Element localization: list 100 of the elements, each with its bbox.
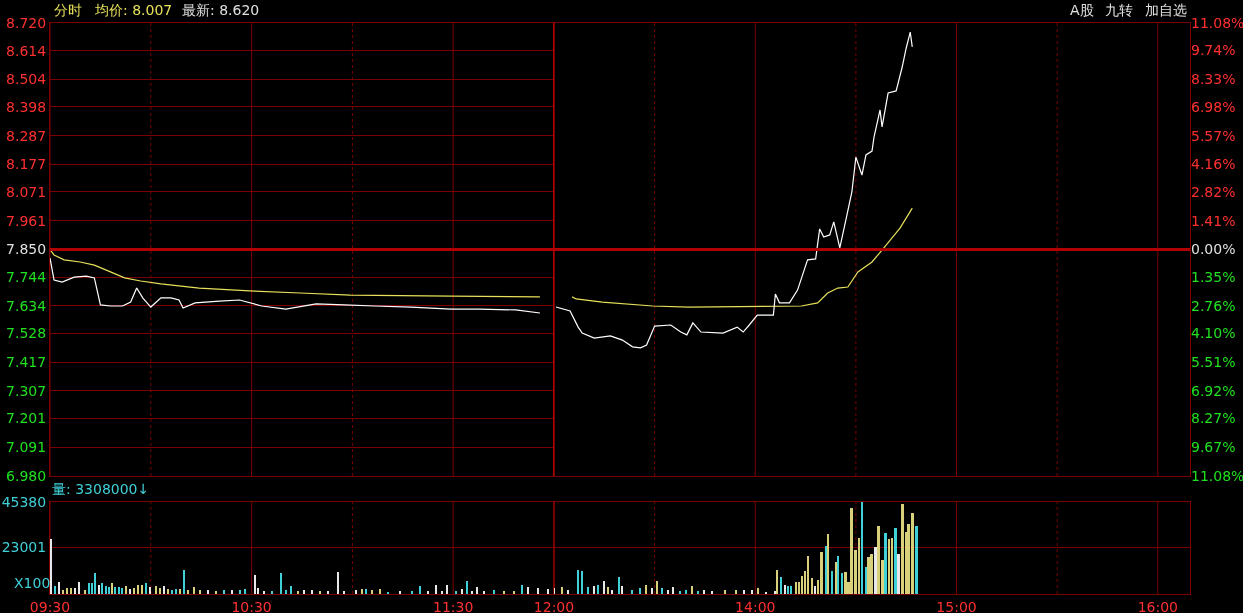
text: 0.00% — [1191, 241, 1236, 258]
bar — [427, 591, 429, 594]
bar — [825, 546, 827, 594]
bar — [603, 581, 605, 594]
x-tick-label: 15:00 — [936, 598, 977, 613]
bar — [244, 589, 246, 594]
bar — [58, 582, 60, 594]
bar — [70, 588, 72, 594]
bar — [118, 587, 120, 594]
bar — [303, 590, 305, 594]
bar — [888, 539, 890, 594]
bar — [171, 590, 173, 594]
bar — [891, 538, 893, 594]
bar — [795, 582, 797, 594]
text: 6.98% — [1191, 98, 1236, 115]
bar — [751, 590, 753, 594]
bar — [493, 590, 495, 594]
bar — [183, 570, 185, 594]
bar — [365, 589, 367, 594]
text: 1.41% — [1191, 212, 1236, 229]
bar — [319, 591, 321, 594]
bar — [521, 585, 523, 594]
bar — [167, 589, 169, 594]
text: 4.10% — [1191, 325, 1236, 342]
y-tick-label: 8.614 — [6, 42, 47, 59]
bar — [483, 591, 485, 594]
text: 8.33% — [1191, 71, 1236, 88]
bar — [199, 590, 201, 594]
bar — [254, 575, 256, 594]
text: 加自选 — [1145, 2, 1187, 18]
bar — [685, 590, 687, 594]
bar — [661, 588, 663, 594]
bar — [827, 534, 829, 594]
y-tick-label: 6.980 — [6, 467, 47, 484]
text: 最新: 8.620 — [182, 2, 260, 18]
bar — [215, 591, 217, 594]
text: 量: 3308000↓ — [52, 481, 150, 497]
line-series — [50, 248, 541, 298]
bar — [656, 581, 658, 594]
bar — [597, 585, 599, 594]
bar — [724, 590, 726, 594]
y-tick-label: 7.307 — [6, 382, 47, 399]
bar — [441, 591, 443, 594]
y-tick-label: 7.417 — [6, 354, 47, 371]
bar — [581, 571, 583, 594]
bar — [774, 591, 776, 594]
bar — [74, 588, 76, 594]
bar — [618, 577, 620, 594]
bar — [62, 590, 64, 594]
bar — [435, 585, 437, 594]
bar — [567, 590, 569, 594]
bar — [455, 591, 457, 594]
text: 5.51% — [1191, 354, 1236, 371]
bar — [867, 557, 870, 594]
annotation: X100 — [14, 575, 51, 591]
bar — [711, 591, 713, 594]
bar — [667, 590, 669, 594]
y-tick-label: 7.634 — [6, 297, 47, 314]
bar — [820, 552, 823, 594]
text: 2.82% — [1191, 183, 1236, 200]
bar — [129, 589, 131, 594]
bar — [476, 587, 478, 594]
bar — [466, 581, 468, 594]
text: 8.27% — [1191, 410, 1236, 427]
bar — [645, 585, 647, 594]
bar — [577, 570, 579, 594]
bar — [111, 583, 113, 594]
y-tick-label: 8.071 — [6, 183, 47, 200]
text: 6.92% — [1191, 382, 1236, 399]
y-tick-label: 8.287 — [6, 127, 47, 144]
bar — [814, 586, 816, 594]
bar — [337, 572, 339, 594]
text: 11.08% — [1191, 14, 1243, 31]
bar — [651, 588, 653, 594]
text: 分时 — [54, 2, 82, 18]
bar — [163, 586, 165, 594]
bar — [114, 587, 116, 594]
bar — [884, 533, 887, 594]
bar — [593, 586, 595, 594]
text: 9.67% — [1191, 439, 1236, 456]
bar — [537, 588, 539, 594]
bar — [343, 591, 345, 594]
bar — [915, 526, 918, 594]
y-tick-label: 7.201 — [6, 410, 47, 427]
bar — [911, 513, 914, 594]
bar — [835, 562, 837, 594]
y-tick-label: 45380 — [1, 493, 47, 510]
bar — [703, 590, 705, 594]
bar — [894, 528, 897, 594]
bar — [231, 590, 233, 594]
text: 11.08% — [1191, 467, 1243, 484]
y-tick-label: 7.850 — [6, 241, 47, 258]
bar — [361, 589, 363, 594]
bar — [679, 591, 681, 594]
bar — [527, 587, 529, 594]
text: 均价: 8.007 — [94, 2, 173, 18]
bar — [631, 590, 633, 594]
bar — [263, 591, 265, 594]
bar — [419, 586, 421, 594]
bar — [88, 583, 90, 594]
